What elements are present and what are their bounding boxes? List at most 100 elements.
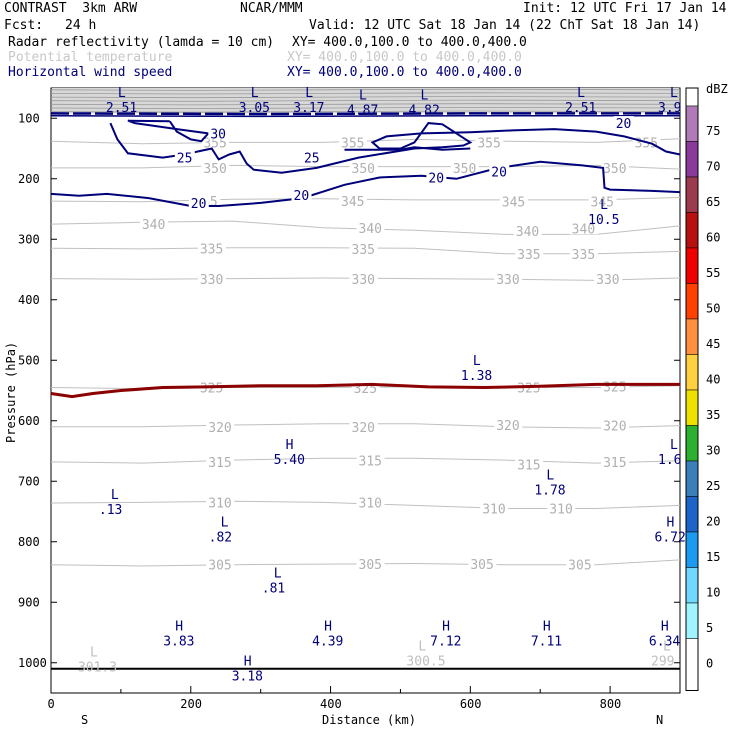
y-tick-label: 500: [18, 353, 40, 367]
x-axis-label: Distance (km): [322, 713, 416, 727]
extremum-letter: L: [359, 88, 367, 103]
reflectivity-band-line: [50, 96, 681, 99]
reflectivity-band-line: [50, 99, 681, 102]
isentrope-label: 345: [591, 196, 614, 211]
isentrope-label-bg: [206, 495, 235, 509]
colorbar-cell: [685, 354, 699, 391]
colorbar-cell: [685, 460, 699, 497]
isentrope-label-bg: [206, 454, 235, 468]
reflectivity-band: [50, 88, 681, 114]
isentrope-label-bg: [206, 557, 235, 571]
isentrope-label: 335: [517, 248, 540, 263]
isentrope-label-bg: [356, 453, 385, 467]
extremum-value: 3.83: [163, 635, 194, 650]
extremum-letter: H: [175, 620, 183, 635]
colorbar-cell: [685, 531, 699, 568]
isentrope-label-bg: [206, 419, 235, 433]
wind-contour-25: [109, 122, 681, 174]
extremum-letter: L: [670, 438, 678, 453]
x-tick-label: 200: [180, 697, 202, 711]
colorbar-label: 15: [706, 550, 720, 564]
wind-label-bg: [291, 188, 312, 202]
isentrope-label-bg: [349, 160, 378, 174]
extremum-letter: L: [418, 639, 426, 654]
isentrope-label: 335: [200, 242, 223, 257]
extremum-value: 299: [651, 654, 674, 669]
isentrope-label-bg: [515, 457, 544, 471]
extremum-letter: H: [324, 620, 332, 635]
org-label: NCAR/MMM: [240, 1, 303, 16]
extremum-letter: L: [305, 86, 313, 101]
isentrope-label: 325: [603, 380, 626, 395]
isentrope-label-bg: [594, 272, 623, 286]
isentrope-345: [50, 197, 681, 203]
wind-label: 20: [294, 189, 310, 204]
axes: 100 200 300 400 500 600 700 800 900 1000 0 200 400 60…: [4, 111, 681, 727]
extremum-value: 4.82: [409, 103, 440, 118]
extremum-value: 1.38: [461, 369, 492, 384]
colorbar-label: 10: [706, 586, 720, 600]
extremum-value: .13: [99, 503, 122, 518]
reflectivity-band-line: [50, 88, 681, 91]
colorbar-unit: dBZ: [706, 82, 728, 96]
legend-reflectivity-xy: XY= 400.0,100.0 to 400.0,400.0: [292, 35, 527, 50]
extremum-letter: L: [577, 86, 585, 101]
isentrope-label: 315: [517, 458, 540, 473]
isentrope-label-bg: [601, 454, 630, 468]
valid-time: Valid: 12 UTC Sat 18 Jan 14 (22 ChT Sat …: [309, 18, 701, 33]
wind-label-bg: [613, 116, 634, 130]
isentrope-label: 325: [517, 381, 540, 396]
isentrope-label-bg: [566, 557, 595, 571]
wind-label-bg: [188, 195, 209, 209]
isentrope-label: 355: [341, 136, 364, 151]
extremum-letter: L: [118, 86, 126, 101]
wind-label: 20: [428, 172, 444, 187]
wind-contour-20: [344, 146, 471, 151]
isentrope-label-bg: [480, 501, 509, 515]
colorbar-cell: [685, 283, 699, 320]
wind-contour-top: [50, 112, 680, 116]
isentrope-label: 355: [477, 136, 500, 151]
wind-label: 20: [616, 117, 632, 132]
extremum-value: 301.3: [78, 661, 117, 676]
isentrope-label: 355: [203, 136, 226, 151]
isentrope-label: 325: [200, 381, 223, 396]
extremum-letter: L: [600, 198, 608, 213]
extremum-value: .82: [209, 530, 232, 545]
legend-wind-xy: XY= 400.0,100.0 to 400.0,400.0: [287, 65, 522, 80]
isentrope-label: 315: [603, 456, 626, 471]
isentrope-label-bg: [588, 194, 617, 208]
x-tick-label: 0: [48, 697, 55, 711]
isentrope-label-bg: [349, 272, 378, 286]
potential-temperature-contours: 3553553553553503503503503453453453453403…: [50, 135, 681, 574]
isentrope-label-bg: [569, 246, 598, 260]
wind-contour-30: [127, 119, 211, 143]
extremum-value: 1.6: [658, 453, 681, 468]
y-tick-label: 400: [18, 293, 40, 307]
colorbar-label: 55: [706, 266, 720, 280]
wind-label: 25: [304, 152, 320, 167]
isentrope-label: 345: [341, 195, 364, 210]
init-time: Init: 12 UTC Fri 17 Jan 14: [523, 1, 727, 16]
colorbar-label: 60: [706, 231, 720, 245]
extremum-letter: H: [661, 620, 669, 635]
colorbar-cell: [685, 602, 699, 639]
isentrope-label: 315: [359, 455, 382, 470]
isentrope-label: 305: [359, 558, 382, 573]
extremum-value: 6.34: [649, 635, 680, 650]
isentrope-label: 320: [603, 420, 626, 435]
colorbar-cell: [685, 389, 699, 426]
isentrope-label-bg: [197, 272, 226, 286]
isentrope-label-bg: [197, 241, 226, 255]
extremum-value: 300.5: [406, 654, 445, 669]
extremum-value: 2.51: [106, 101, 137, 116]
isentrope-label: 345: [502, 196, 525, 211]
isentrope-label: 305: [568, 559, 591, 574]
y-tick-label: 700: [18, 474, 40, 488]
isentrope-label: 310: [359, 496, 382, 511]
extremum-value: 2.51: [565, 101, 596, 116]
colorbar-cell: [685, 318, 699, 355]
colorbar-cell: [685, 176, 699, 213]
legend-wind-name: Horizontal wind speed: [8, 65, 173, 80]
